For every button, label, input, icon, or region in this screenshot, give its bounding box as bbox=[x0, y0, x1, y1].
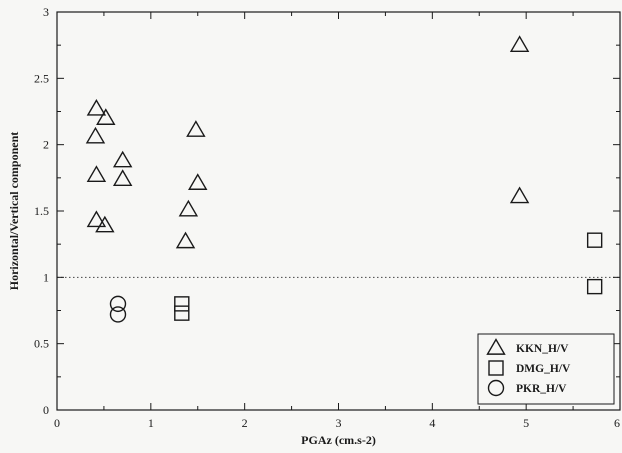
legend-label: PKR_H/V bbox=[516, 383, 567, 395]
y-axis-title: Horizontal/Vertical component bbox=[7, 132, 21, 291]
x-axis-title: PGAz (cm.s-2) bbox=[301, 433, 376, 447]
series-triangle bbox=[85, 35, 530, 249]
x-tick-label: 5 bbox=[523, 416, 529, 430]
y-tick-label: 1 bbox=[43, 270, 49, 284]
data-point-square bbox=[174, 296, 190, 312]
data-point-triangle bbox=[509, 35, 530, 52]
data-point-triangle bbox=[509, 186, 530, 204]
series-square bbox=[174, 232, 603, 321]
y-tick-label: 1.5 bbox=[34, 204, 49, 218]
data-point-triangle bbox=[112, 169, 133, 186]
x-tick-label: 3 bbox=[336, 416, 342, 430]
data-point-triangle bbox=[86, 210, 107, 228]
legend-label: DMG_H/V bbox=[516, 363, 571, 375]
data-point-triangle bbox=[86, 165, 107, 183]
data-point-triangle bbox=[86, 98, 107, 116]
x-tick-label: 2 bbox=[242, 416, 248, 430]
data-point-square bbox=[174, 305, 190, 321]
y-tick-label: 3 bbox=[43, 5, 49, 19]
x-tick-label: 4 bbox=[429, 416, 435, 430]
legend-marker-circle bbox=[487, 379, 505, 397]
legend-marker-square bbox=[488, 360, 504, 376]
data-point-triangle bbox=[112, 150, 133, 168]
data-point-circle bbox=[109, 306, 127, 323]
legend-label: KKN_H/V bbox=[516, 343, 569, 355]
data-point-square bbox=[586, 278, 603, 295]
data-point-triangle bbox=[96, 108, 116, 125]
legend-marker-triangle bbox=[486, 338, 506, 355]
data-point-triangle bbox=[85, 126, 106, 144]
data-point-triangle bbox=[95, 215, 115, 233]
x-tick-label: 1 bbox=[148, 416, 154, 430]
x-tick-label: 0 bbox=[54, 416, 60, 430]
data-point-triangle bbox=[188, 173, 208, 190]
legend-box bbox=[477, 333, 615, 405]
data-point-square bbox=[586, 232, 603, 248]
axes: 0 1 2 3 4 5 6 0 0.5 1 1.5 2 2.5 3 bbox=[34, 5, 621, 430]
y-tick-label: 0 bbox=[43, 403, 49, 417]
y-tick-label: 2.5 bbox=[34, 71, 49, 85]
data-marks bbox=[85, 35, 603, 323]
x-tick-label: 6 bbox=[614, 416, 620, 430]
y-tick-label: 2 bbox=[43, 138, 49, 152]
y-tick-label: 0.5 bbox=[34, 337, 49, 351]
legend: KKN_H/V DMG_H/V PKR_H/V bbox=[477, 333, 615, 405]
data-point-triangle bbox=[175, 231, 196, 249]
data-point-triangle bbox=[186, 120, 206, 137]
series-circle bbox=[109, 295, 127, 323]
data-point-triangle bbox=[178, 199, 199, 217]
data-point-circle bbox=[109, 295, 127, 313]
